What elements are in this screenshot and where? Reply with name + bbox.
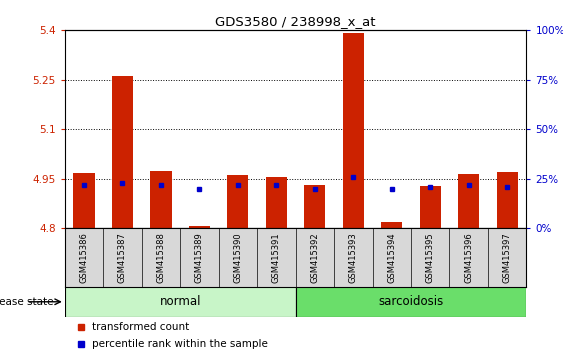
Text: GSM415394: GSM415394 — [387, 232, 396, 283]
Bar — [458, 175, 479, 228]
Text: GSM415390: GSM415390 — [234, 232, 242, 283]
Text: GSM415389: GSM415389 — [195, 232, 204, 283]
Bar — [266, 177, 287, 228]
Text: GSM415395: GSM415395 — [426, 232, 435, 283]
Text: sarcoidosis: sarcoidosis — [378, 295, 444, 308]
Bar — [227, 175, 248, 228]
Text: disease state: disease state — [0, 297, 53, 307]
Text: GSM415388: GSM415388 — [157, 232, 166, 283]
Text: GSM415391: GSM415391 — [272, 232, 281, 283]
Text: transformed count: transformed count — [92, 321, 190, 332]
Bar — [112, 76, 133, 228]
Bar — [189, 226, 210, 228]
Title: GDS3580 / 238998_x_at: GDS3580 / 238998_x_at — [215, 15, 376, 28]
Text: GSM415392: GSM415392 — [310, 232, 319, 283]
Text: GSM415397: GSM415397 — [503, 232, 512, 283]
Bar — [304, 185, 325, 228]
Bar — [343, 33, 364, 228]
Bar — [296, 287, 526, 317]
Text: GSM415387: GSM415387 — [118, 232, 127, 283]
Bar — [73, 173, 95, 228]
Text: GSM415396: GSM415396 — [464, 232, 473, 283]
Bar — [150, 171, 172, 228]
Bar — [65, 287, 296, 317]
Bar — [419, 186, 441, 228]
Text: percentile rank within the sample: percentile rank within the sample — [92, 339, 269, 349]
Text: normal: normal — [159, 295, 201, 308]
Bar — [497, 171, 518, 228]
Bar — [381, 222, 403, 228]
Text: GSM415386: GSM415386 — [79, 232, 88, 283]
Text: GSM415393: GSM415393 — [349, 232, 358, 283]
